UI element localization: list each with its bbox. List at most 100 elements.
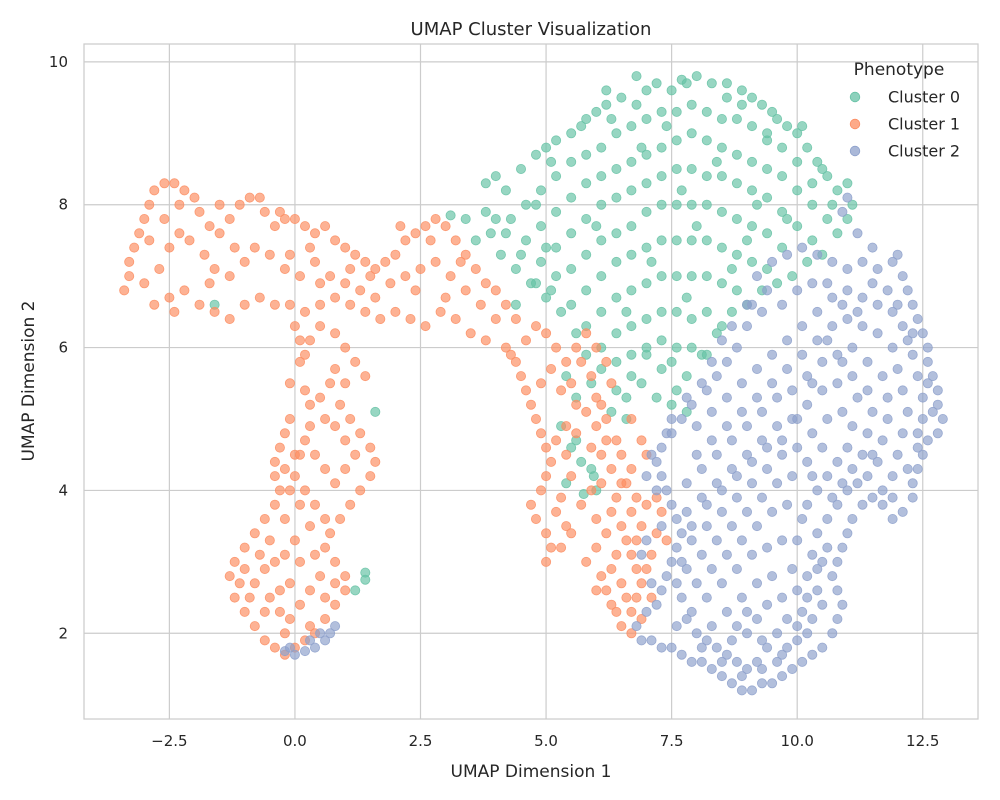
data-point: [671, 385, 682, 396]
data-point: [726, 635, 737, 646]
data-point: [304, 621, 315, 632]
data-point: [762, 285, 773, 296]
data-point: [284, 485, 295, 496]
data-point: [681, 292, 692, 303]
data-point: [716, 656, 727, 667]
data-point: [812, 306, 823, 317]
data-point: [907, 349, 918, 360]
data-point: [239, 606, 250, 617]
data-point: [355, 428, 366, 439]
data-point: [556, 492, 567, 503]
data-point: [777, 592, 788, 603]
data-point: [792, 285, 803, 296]
data-point: [179, 185, 190, 196]
data-point: [289, 535, 300, 546]
data-point: [711, 371, 722, 382]
data-point: [325, 628, 336, 639]
data-point: [571, 328, 582, 339]
data-point: [581, 149, 592, 160]
data-point: [656, 506, 667, 517]
data-point: [204, 221, 215, 232]
data-point: [611, 128, 622, 139]
data-point: [621, 478, 632, 489]
data-point: [420, 221, 431, 232]
data-point: [500, 228, 511, 239]
data-point: [279, 263, 290, 274]
data-point: [927, 371, 938, 382]
data-point: [837, 406, 848, 417]
data-point: [470, 235, 481, 246]
data-point: [711, 478, 722, 489]
data-point: [510, 356, 521, 367]
data-point: [902, 335, 913, 346]
data-point: [671, 106, 682, 117]
data-point: [721, 649, 732, 660]
data-point: [551, 271, 562, 282]
data-point: [701, 171, 712, 182]
data-point: [651, 599, 662, 610]
data-point: [726, 463, 737, 474]
data-point: [289, 649, 300, 660]
data-point: [847, 342, 858, 353]
data-point: [249, 578, 260, 589]
data-point: [164, 292, 175, 303]
data-point: [661, 428, 672, 439]
data-point: [626, 606, 637, 617]
data-point: [762, 228, 773, 239]
data-point: [274, 206, 285, 217]
data-point: [566, 471, 577, 482]
data-point: [626, 506, 637, 517]
y-tick-label: 10: [49, 53, 68, 71]
data-point: [460, 213, 471, 224]
data-point: [294, 335, 305, 346]
data-point: [686, 313, 697, 324]
data-point: [837, 599, 848, 610]
data-point: [897, 428, 908, 439]
data-point: [400, 271, 411, 282]
data-point: [576, 121, 587, 132]
data-point: [259, 606, 270, 617]
data-point: [721, 606, 732, 617]
data-point: [807, 178, 818, 189]
data-point: [827, 321, 838, 332]
data-point: [792, 185, 803, 196]
data-point: [611, 228, 622, 239]
data-point: [807, 199, 818, 210]
data-point: [747, 121, 758, 132]
data-point: [320, 635, 331, 646]
data-point: [254, 292, 265, 303]
data-point: [842, 285, 853, 296]
data-point: [330, 421, 341, 432]
data-point: [902, 406, 913, 417]
data-point: [731, 342, 742, 353]
data-point: [335, 399, 346, 410]
data-point: [546, 363, 557, 374]
data-point: [842, 442, 853, 453]
data-point: [480, 178, 491, 189]
data-point: [521, 335, 532, 346]
data-point: [867, 492, 878, 503]
data-point: [596, 171, 607, 182]
data-point: [309, 449, 320, 460]
data-point: [370, 406, 381, 417]
data-point: [330, 478, 341, 489]
data-point: [269, 499, 280, 510]
data-point: [611, 385, 622, 396]
data-point: [400, 235, 411, 246]
data-point: [887, 471, 898, 482]
data-point: [782, 335, 793, 346]
y-tick-label: 2: [58, 624, 68, 642]
data-point: [666, 556, 677, 567]
data-point: [616, 621, 627, 632]
data-point: [139, 213, 150, 224]
data-point: [716, 142, 727, 153]
data-point: [827, 571, 838, 582]
data-point: [144, 235, 155, 246]
data-point: [480, 335, 491, 346]
data-point: [269, 642, 280, 653]
data-point: [686, 342, 697, 353]
data-point: [365, 471, 376, 482]
data-point: [541, 328, 552, 339]
data-point: [792, 221, 803, 232]
data-point: [701, 199, 712, 210]
